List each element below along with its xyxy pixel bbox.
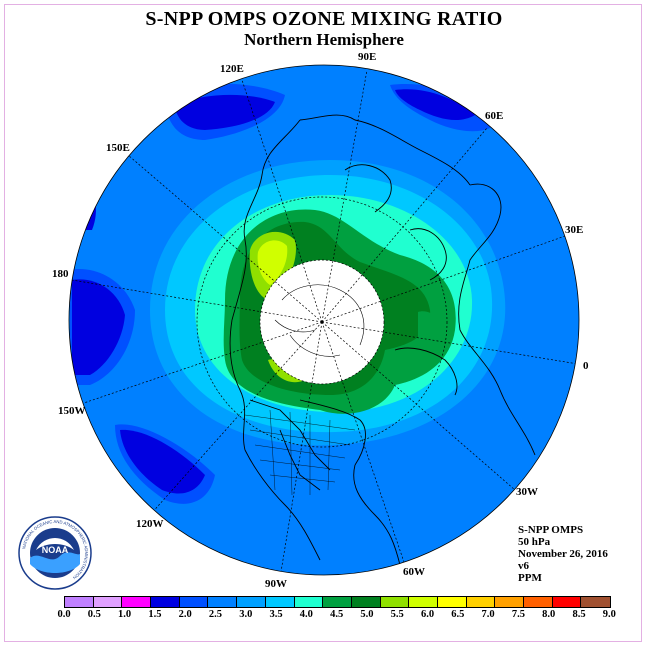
colorbar-swatch	[179, 597, 209, 607]
lon-label-90w: 90W	[265, 578, 287, 590]
info-date: November 26, 2016	[518, 548, 608, 560]
colorbar-swatch	[323, 597, 352, 607]
arctic-coastlines	[274, 284, 365, 357]
colorbar-swatch	[208, 597, 238, 607]
field-6-0	[257, 240, 288, 285]
colorbar-tick-label: 5.5	[390, 609, 404, 620]
colorbar-swatch	[151, 597, 180, 607]
meridians	[71, 69, 579, 575]
colorbar-swatch	[65, 597, 94, 607]
colorbar-tick-label: 0.5	[87, 609, 101, 620]
info-instrument: S-NPP OMPS	[518, 524, 584, 536]
lon-label-0: 0	[583, 360, 589, 372]
colorbar-tick-label: 3.5	[269, 609, 283, 620]
colorbar-swatch	[93, 597, 123, 607]
colorbar-swatch	[495, 597, 524, 607]
info-level: 50 hPa	[518, 536, 551, 548]
colorbar-tick-label: 7.0	[481, 609, 495, 620]
colorbar-tick-label: 6.5	[451, 609, 465, 620]
political-boundaries	[244, 409, 356, 496]
lon-label-30e: 30E	[565, 224, 584, 236]
figure-frame	[4, 4, 642, 642]
colorbar	[64, 596, 612, 608]
colorbar-ticks: 0.0 0.5 1.0 1.5 2.0 2.5 3.0 3.5 4.0 4.5 5.0 5.5 6.0 6…	[0, 609, 648, 623]
colorbar-swatch	[265, 597, 295, 607]
colorbar-tick-label: 7.5	[511, 609, 525, 620]
colorbar-swatch	[380, 597, 410, 607]
colorbar-tick-label: 2.5	[208, 609, 223, 620]
lon-label-120e: 120E	[220, 63, 244, 75]
colorbar-tick-label: 1.5	[148, 609, 162, 620]
lon-label-180: 180	[52, 268, 69, 280]
colorbar-tick-label: 4.5	[330, 609, 344, 620]
lon-label-60e: 60E	[485, 110, 504, 122]
logo-text: NOAA	[42, 545, 69, 555]
lon-label-150e: 150E	[106, 142, 130, 154]
colorbar-tick-label: 4.0	[299, 609, 313, 620]
ozone-field	[69, 65, 579, 575]
colorbar-swatch	[437, 597, 467, 607]
colorbar-swatch	[237, 597, 266, 607]
lon-label-30w: 30W	[516, 486, 538, 498]
map-boundary	[68, 64, 580, 576]
colorbar-tick-label: 1.0	[118, 609, 132, 620]
parallels	[196, 196, 448, 448]
colorbar-tick-label: 9.0	[602, 609, 616, 620]
colorbar-swatch	[294, 597, 324, 607]
colorbar-swatch	[351, 597, 381, 607]
low-blob-northeast	[395, 89, 475, 121]
info-version: v6	[518, 560, 529, 572]
colorbar-tick-label: 8.5	[572, 609, 586, 620]
colorbar-tick-label: 2.0	[178, 609, 192, 620]
low-blob-west	[72, 279, 125, 375]
colorbar-tick-label: 5.0	[360, 609, 374, 620]
colorbar-tick-label: 3.0	[239, 609, 253, 620]
colorbar-swatch	[122, 597, 152, 607]
map-subtitle: Northern Hemisphere	[244, 30, 404, 49]
map-title: S-NPP OMPS OZONE MIXING RATIO	[145, 8, 503, 30]
colorbar-swatch	[466, 597, 496, 607]
noaa-logo: NOAA NATIONAL OCEANIC AND ATMOSPHERIC AD…	[18, 516, 92, 590]
coastlines	[229, 114, 536, 566]
lon-label-150w: 150W	[58, 405, 86, 417]
lon-label-90e: 90E	[358, 51, 377, 63]
colorbar-tick-label: 0.0	[57, 609, 71, 620]
lon-label-60w: 60W	[403, 566, 425, 578]
lon-label-120w: 120W	[136, 518, 164, 530]
info-units: PPM	[518, 572, 542, 584]
colorbar-swatch	[524, 597, 553, 607]
info-block: S-NPP OMPS 50 hPa November 26, 2016 v6 P…	[518, 524, 608, 584]
colorbar-swatch	[552, 597, 582, 607]
colorbar-tick-label: 8.0	[542, 609, 556, 620]
colorbar-swatch	[409, 597, 438, 607]
colorbar-tick-label: 6.0	[420, 609, 435, 620]
colorbar-swatch	[581, 597, 611, 607]
